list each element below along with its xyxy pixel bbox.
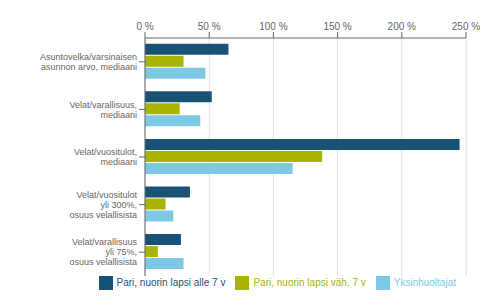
- svg-text:250 %: 250 %: [452, 21, 480, 32]
- svg-text:50 %: 50 %: [198, 21, 221, 32]
- svg-text:Velat/varallisuus,mediaani: Velat/varallisuus,mediaani: [69, 100, 137, 120]
- svg-text:Asuntovelka/varsinaisenasunnon: Asuntovelka/varsinaisenasunnon arvo, med…: [40, 52, 137, 72]
- html-text:Pari, nuorin lapsi alle 7 v: Pari, nuorin lapsi alle 7 v: [116, 276, 226, 288]
- svg-text:200 %: 200 %: [388, 21, 416, 32]
- svg-text:100 %: 100 %: [259, 21, 287, 32]
- svg-text:0 %: 0 %: [136, 21, 153, 32]
- html-text:Pari, nuorin lapsi väh. 7 v: Pari, nuorin lapsi väh. 7 v: [253, 276, 366, 288]
- html-text:Yksinhuoltajat: Yksinhuoltajat: [393, 276, 456, 288]
- svg-text:Velat/vuositulot,mediaani: Velat/vuositulot,mediaani: [74, 147, 137, 167]
- svg-text:Velat/varallisuusyli 75%,osuus: Velat/varallisuusyli 75%,osuus velallisi…: [69, 237, 137, 267]
- svg-text:Velat/vuositulotyli 300%,osuus: Velat/vuositulotyli 300%,osuus velallisi…: [69, 190, 137, 220]
- svg-text:150 %: 150 %: [323, 21, 351, 32]
